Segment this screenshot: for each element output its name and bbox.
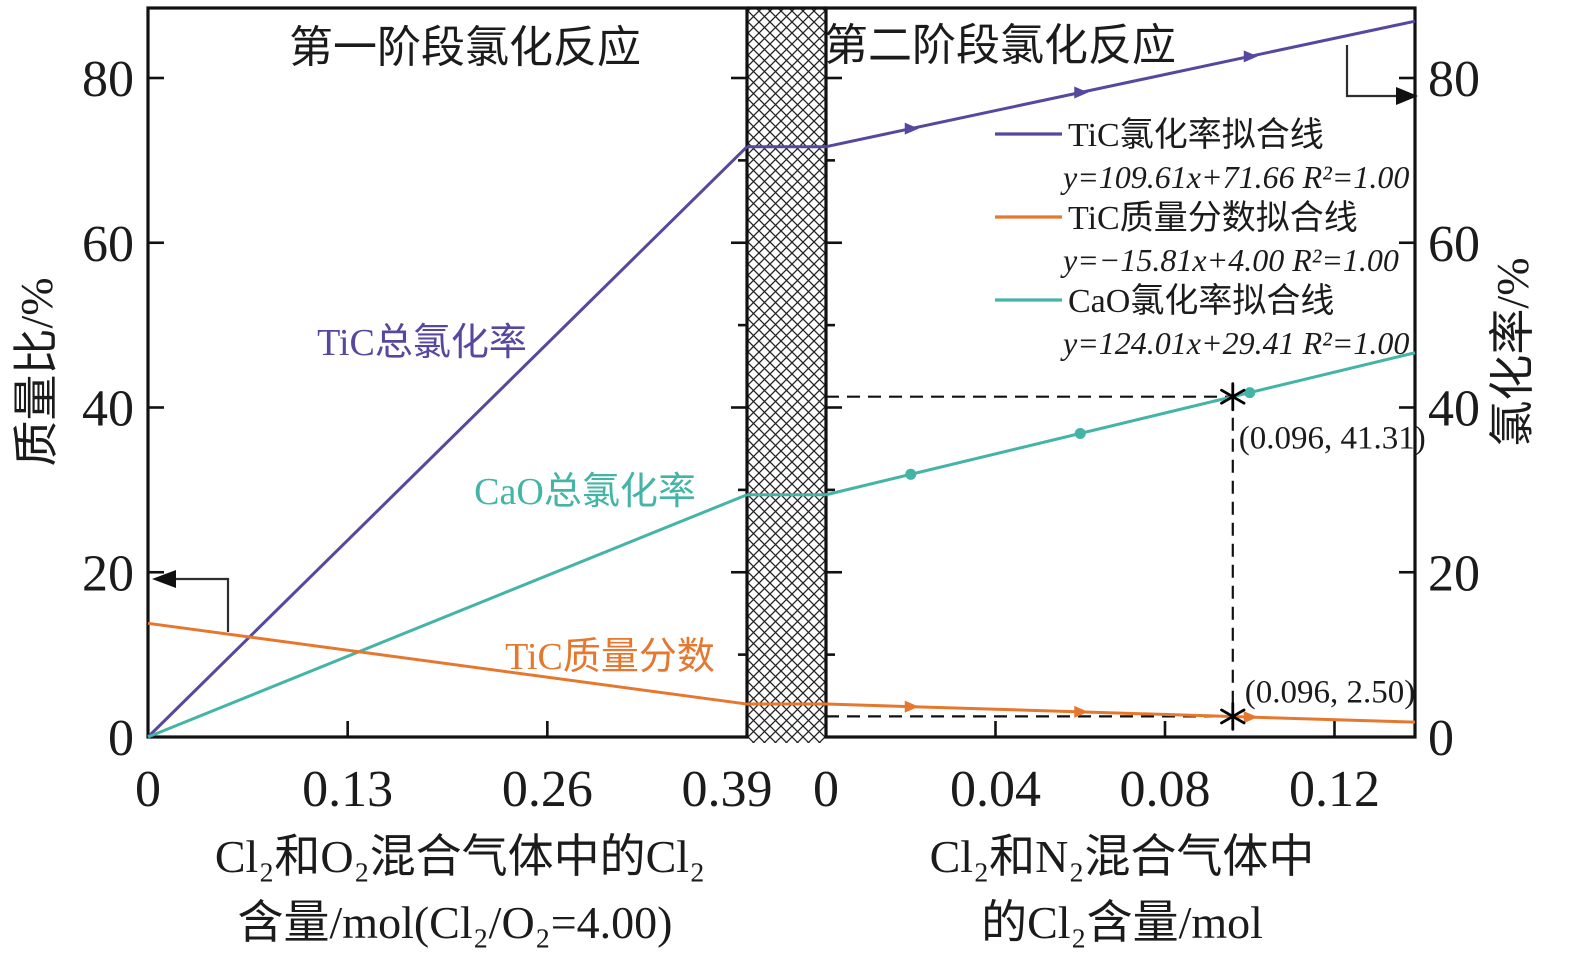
panel2-frame xyxy=(824,6,1417,739)
legend-equation-orange: y=−15.81x+4.00 R²=1.00 xyxy=(1060,242,1399,278)
annotation-cao-point: (0.096, 41.31) xyxy=(1239,421,1426,457)
axis-break-hatch-band xyxy=(747,8,826,743)
series-label-orange: TiC质量分数 xyxy=(505,636,715,678)
data-point-arrow-purple xyxy=(1243,50,1258,63)
stage1-series-purple xyxy=(146,145,749,739)
panel1-x-title-line2: 含量/mol(Cl₂/O₂=4.00) xyxy=(238,897,673,948)
y-left-tick-label: 20 xyxy=(82,545,134,602)
panel1-x-tick-label: 0.39 xyxy=(682,761,773,818)
data-point-arrow-purple xyxy=(904,122,919,135)
y-left-tick-label: 0 xyxy=(108,710,134,767)
panel2-x-title-line2: 的Cl₂含量/mol xyxy=(981,897,1263,948)
y-left-axis-title: 质量比/% xyxy=(11,277,62,466)
stage2-fit-teal xyxy=(825,351,1416,497)
legend-label-teal: CaO氯化率拟合线 xyxy=(1068,282,1334,320)
legend-label-purple: TiC氯化率拟合线 xyxy=(1068,116,1324,154)
y-left-tick-label: 60 xyxy=(82,216,134,273)
panel1-x-tick-label: 0.26 xyxy=(502,761,593,818)
stage1-series-teal xyxy=(147,493,748,739)
y-right-tick-label: 40 xyxy=(1428,381,1480,438)
series-label-teal: CaO总氯化率 xyxy=(474,471,696,513)
legend-equation-teal: y=124.01x+29.41 R²=1.00 xyxy=(1060,325,1409,361)
stage2-fit-purple xyxy=(825,19,1416,149)
panel2-x-title-line1: Cl₂和N₂混合气体中 xyxy=(930,831,1315,882)
stage2-fit-orange xyxy=(825,702,1416,724)
y-right-tick-label: 80 xyxy=(1428,51,1480,108)
guide-dashed-lines xyxy=(826,395,1234,718)
asterisk-marker xyxy=(1220,382,1246,412)
axis-pointer-arrows xyxy=(152,45,1418,632)
stage1-series-orange xyxy=(147,621,748,706)
panel1-title: 第一阶段氯化反应 xyxy=(289,23,641,72)
y-right-axis-title: 氯化率/% xyxy=(1487,257,1538,446)
panel1-x-tick-label: 0.13 xyxy=(302,761,393,818)
y-right-tick-label: 0 xyxy=(1428,710,1454,767)
data-point-circle-teal xyxy=(905,468,917,480)
legend-label-orange: TiC质量分数拟合线 xyxy=(1068,199,1358,237)
y-right-tick-label: 60 xyxy=(1428,216,1480,273)
legend-equation-purple: y=109.61x+71.66 R²=1.00 xyxy=(1060,159,1409,195)
data-point-circle-teal xyxy=(1074,427,1086,439)
data-point-arrow-orange xyxy=(904,700,919,713)
annotation-tic-point: (0.096, 2.50) xyxy=(1245,674,1415,710)
series-label-purple: TiC总氯化率 xyxy=(317,322,527,364)
panel1-x-title-line1: Cl₂和O₂混合气体中的Cl₂ xyxy=(215,831,705,882)
data-point-arrow-orange xyxy=(1243,711,1258,724)
data-point-circle-teal xyxy=(1244,387,1256,399)
panel1-x-tick-label: 0 xyxy=(135,761,161,818)
y-left-tick-label: 80 xyxy=(82,51,134,108)
y-right-tick-label: 20 xyxy=(1428,545,1480,602)
asterisk-marker xyxy=(1220,702,1246,731)
data-point-arrow-purple xyxy=(1074,86,1089,99)
data-point-arrow-orange xyxy=(1074,705,1089,718)
panel2-x-tick-label: 0.12 xyxy=(1289,761,1380,818)
panel1-frame xyxy=(146,6,749,739)
panel2-title: 第二阶段氯化反应 xyxy=(824,21,1176,70)
tick-marks xyxy=(148,76,1415,737)
panel2-x-tick-label: 0 xyxy=(813,761,839,818)
panel2-x-tick-label: 0.08 xyxy=(1119,761,1210,818)
panel2-x-tick-label: 0.04 xyxy=(950,761,1041,818)
y-left-tick-label: 40 xyxy=(82,381,134,438)
